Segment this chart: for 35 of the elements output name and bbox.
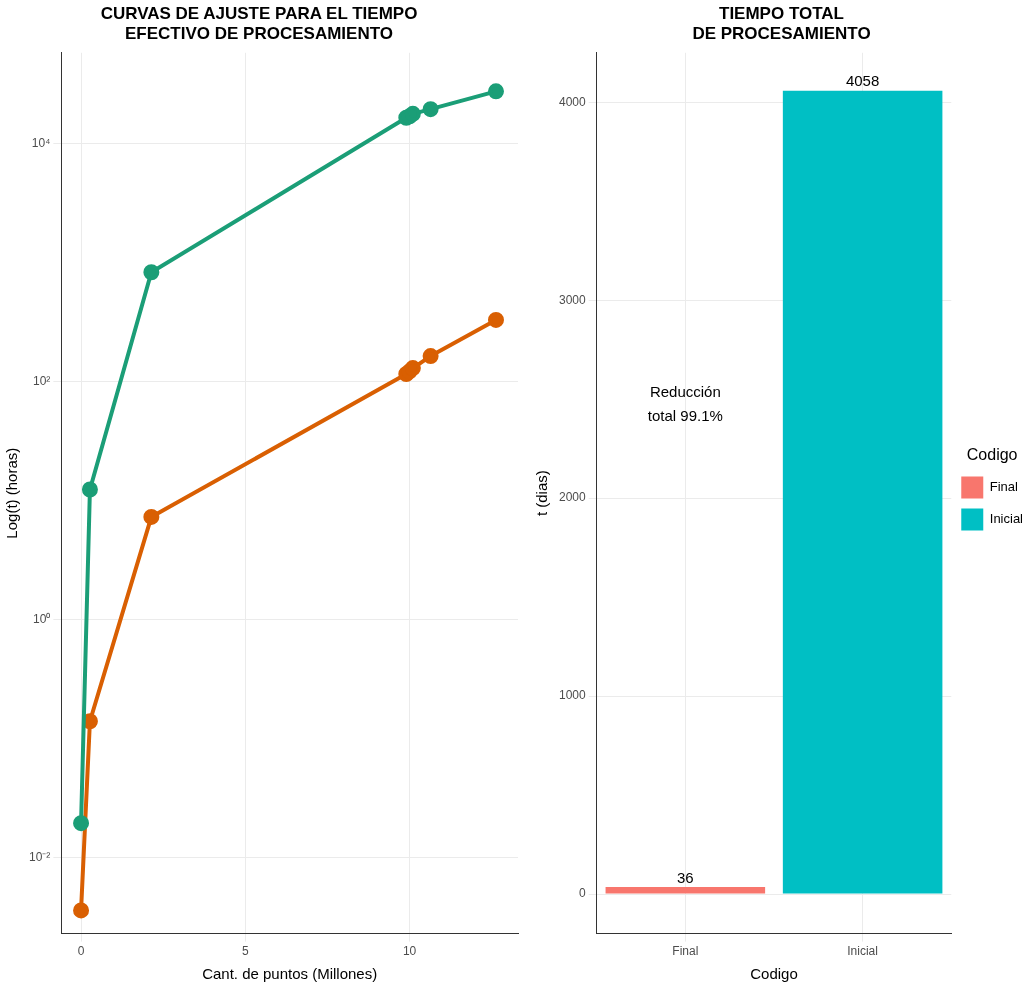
y-tick-label: 3000 xyxy=(558,292,587,307)
x-tick-label: Inicial xyxy=(847,944,878,959)
chart-title: TIEMPO TOTAL DE PROCESAMIENTO xyxy=(692,3,871,44)
y-tick-label: 10⁰ xyxy=(32,611,51,626)
point xyxy=(73,902,90,919)
point xyxy=(422,101,439,118)
point xyxy=(81,481,98,498)
x-axis-title: Codigo xyxy=(750,965,798,983)
annotation: Reducción total 99.1% xyxy=(647,383,723,425)
y-tick-label: 10² xyxy=(33,373,51,388)
point xyxy=(143,508,160,525)
x-tick-label: 10 xyxy=(402,944,417,959)
point xyxy=(422,348,439,365)
y-tick-label: 10⁴ xyxy=(31,135,51,150)
y-axis-title: t (dias) xyxy=(533,470,551,517)
data-label: 4058 xyxy=(845,72,880,90)
x-tick-label: Final xyxy=(672,944,699,959)
y-axis-title: Log(t) (horas) xyxy=(3,447,21,539)
point xyxy=(487,83,504,100)
y-tick-label: 1000 xyxy=(558,688,587,703)
legend-label: Final xyxy=(989,479,1019,495)
point xyxy=(143,264,160,281)
data-label: 36 xyxy=(676,868,694,886)
y-tick-label: 10⁻² xyxy=(29,849,51,864)
legend-label: Inicial xyxy=(989,511,1024,527)
y-tick-label: 4000 xyxy=(558,94,587,109)
point xyxy=(73,815,90,832)
x-axis-title: Cant. de puntos (Millones) xyxy=(202,965,378,983)
point xyxy=(487,311,504,328)
legend-title: Codigo xyxy=(966,445,1018,463)
chart-title: CURVAS DE AJUSTE PARA EL TIEMPO EFECTIVO DE PROCESAMIENTO xyxy=(100,3,418,44)
x-tick-label: 0 xyxy=(77,944,85,959)
x-tick-label: 5 xyxy=(241,944,249,959)
y-tick-label: 2000 xyxy=(558,490,587,505)
y-tick-label: 0 xyxy=(579,886,587,901)
